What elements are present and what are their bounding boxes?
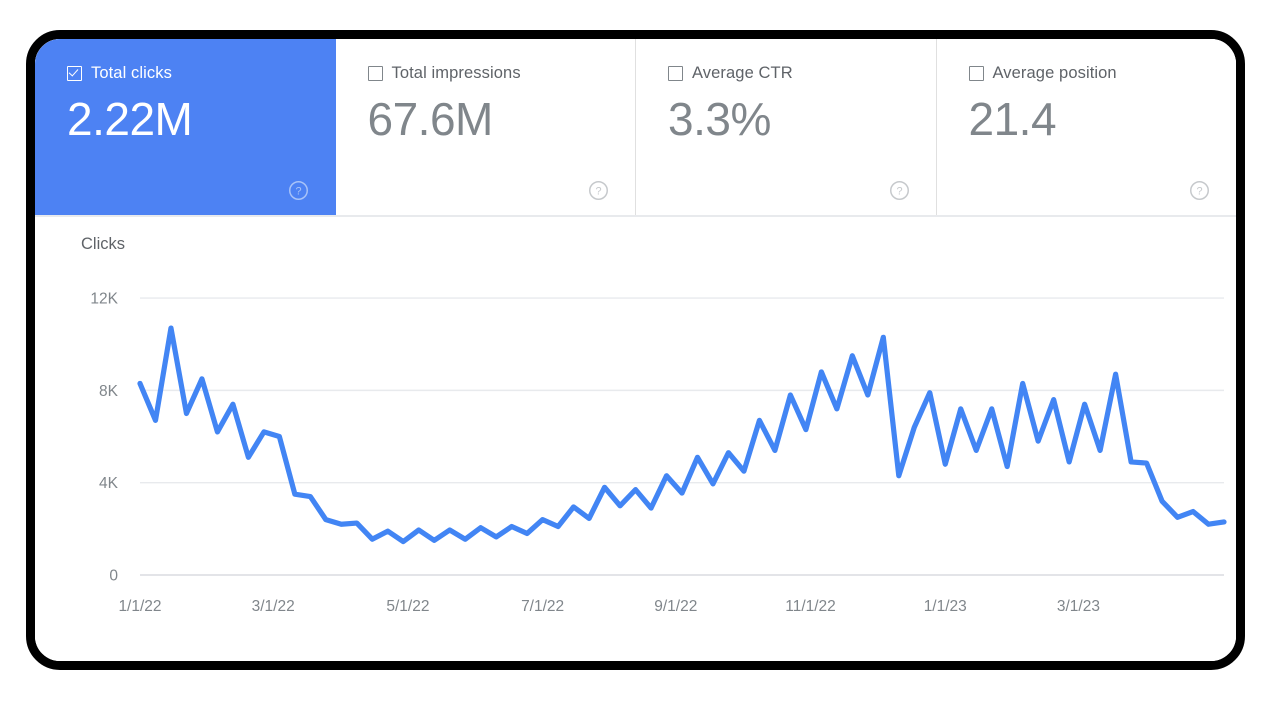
metric-header: Total impressions [367,63,636,83]
metric-header: Average position [968,63,1237,83]
clicks-chart: Clicks 0 4K 8K 12K 1/1/22 3/1/22 5/1/22 7/1/22 9… [35,217,1236,661]
help-circle-icon[interactable]: ? [588,180,609,201]
metric-label: Average CTR [692,63,793,82]
help-circle-icon[interactable]: ? [288,180,309,201]
search-performance-panel: Total clicks 2.22M ? Total impressions [26,30,1245,670]
metric-card-total-clicks[interactable]: Total clicks 2.22M ? [35,39,336,215]
metrics-row: Total clicks 2.22M ? Total impressions [35,39,1236,217]
metric-label: Total impressions [391,63,521,82]
checkbox-checked-icon[interactable] [67,65,82,81]
x-axis-tick-label: 9/1/22 [654,598,697,615]
metric-value: 67.6M [367,93,494,145]
metric-value: 3.3% [668,93,771,145]
x-axis-tick-label: 11/1/22 [785,598,836,615]
help-circle-icon[interactable]: ? [889,180,910,201]
checkbox-unchecked-icon[interactable] [968,65,984,81]
svg-text:?: ? [295,186,301,198]
x-axis-tick-label: 1/1/23 [924,598,967,615]
metric-card-average-position[interactable]: Average position 21.4 ? [936,39,1237,215]
metric-header: Total clicks [67,63,335,83]
y-axis-tick-label: 4K [99,475,119,492]
metric-value: 2.22M [67,93,193,145]
metric-label: Average position [992,63,1117,82]
y-axis-tick-label: 12K [90,291,118,308]
chart-plot-area[interactable]: 0 4K 8K 12K 1/1/22 3/1/22 5/1/22 7/1/22 9/1/22 11… [35,217,1236,661]
y-axis-tick-label: 0 [109,568,118,585]
metric-card-total-impressions[interactable]: Total impressions 67.6M ? [335,39,636,215]
clicks-series-line [137,325,1227,545]
checkbox-unchecked-icon[interactable] [367,65,383,81]
metric-label: Total clicks [91,63,172,82]
y-axis-tick-label: 8K [99,383,119,400]
help-circle-icon[interactable]: ? [1189,180,1210,201]
svg-text:?: ? [595,186,601,198]
metric-card-average-ctr[interactable]: Average CTR 3.3% ? [636,39,937,215]
metric-value: 21.4 [968,93,1057,145]
x-axis-tick-label: 3/1/23 [1057,598,1100,615]
metric-header: Average CTR [668,63,936,83]
x-axis-tick-label: 5/1/22 [386,598,429,615]
x-axis-tick-label: 7/1/22 [521,598,564,615]
svg-text:?: ? [896,186,902,198]
x-axis-tick-label: 1/1/22 [118,598,161,615]
svg-text:?: ? [1196,186,1202,198]
x-axis-tick-label: 3/1/22 [252,598,295,615]
checkbox-unchecked-icon[interactable] [668,65,683,81]
chart-axis-title: Clicks [81,235,125,253]
